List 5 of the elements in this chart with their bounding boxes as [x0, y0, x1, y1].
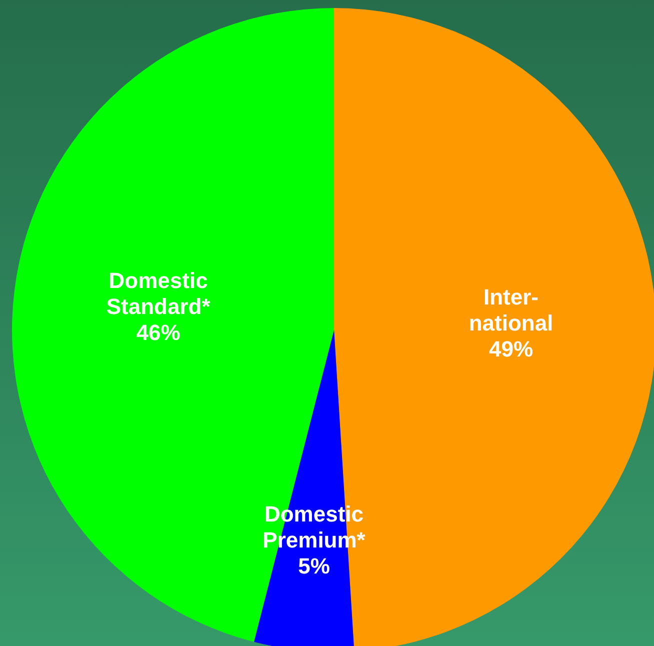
data-label: 49% [488, 336, 534, 362]
slice-label: Domestic Standard* [106, 268, 211, 319]
slice-label: Inter- national [468, 284, 554, 336]
data-label: 46% [136, 320, 180, 345]
data-label: 5% [298, 553, 330, 578]
